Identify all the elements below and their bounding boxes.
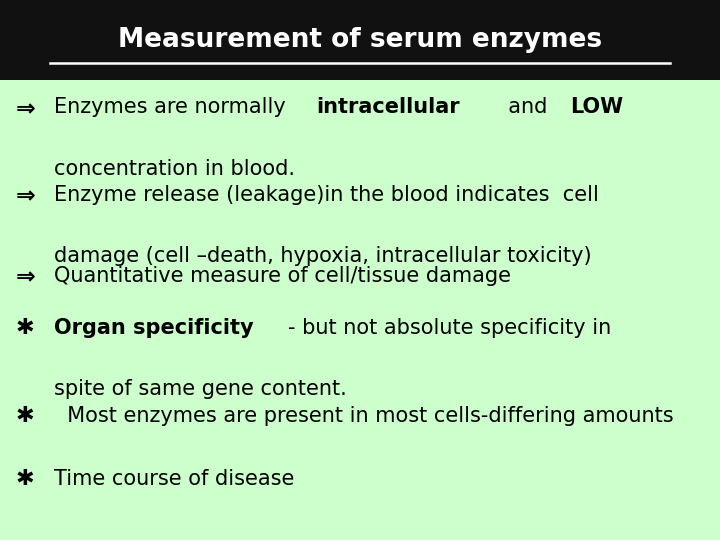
Text: ⇒: ⇒ [16,185,35,208]
Text: LOW: LOW [570,97,624,117]
Text: ✱: ✱ [16,406,35,426]
Text: ✱: ✱ [16,318,35,338]
Text: and: and [495,97,554,117]
Text: ⇒: ⇒ [16,97,35,121]
Text: damage (cell –death, hypoxia, intracellular toxicity): damage (cell –death, hypoxia, intracellu… [54,246,592,266]
FancyBboxPatch shape [0,0,720,80]
Text: Time course of disease: Time course of disease [54,469,294,489]
Text: concentration in blood.: concentration in blood. [54,159,295,179]
Text: Most enzymes are present in most cells-differing amounts: Most enzymes are present in most cells-d… [54,406,674,426]
Text: Quantitative measure of cell/tissue damage: Quantitative measure of cell/tissue dama… [54,266,511,286]
Text: Enzymes are normally: Enzymes are normally [54,97,292,117]
Text: ✱: ✱ [16,469,35,489]
Text: intracellular: intracellular [317,97,460,117]
Text: Organ specificity: Organ specificity [54,318,253,338]
Text: Enzyme release (leakage)in the blood indicates  cell: Enzyme release (leakage)in the blood ind… [54,185,599,205]
Text: spite of same gene content.: spite of same gene content. [54,379,347,399]
Text: - but not absolute specificity in: - but not absolute specificity in [288,318,611,338]
Text: Measurement of serum enzymes: Measurement of serum enzymes [118,27,602,53]
Text: ⇒: ⇒ [16,266,35,289]
